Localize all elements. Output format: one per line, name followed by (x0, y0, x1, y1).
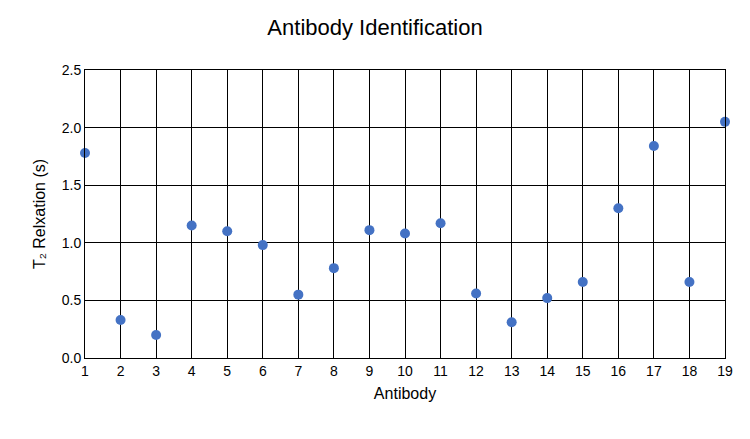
svg-text:7: 7 (294, 363, 302, 379)
svg-text:19: 19 (717, 363, 733, 379)
svg-text:16: 16 (611, 363, 627, 379)
svg-text:1: 1 (81, 363, 89, 379)
svg-text:17: 17 (646, 363, 662, 379)
svg-text:1.5: 1.5 (62, 177, 82, 193)
svg-text:Antibody: Antibody (374, 385, 436, 402)
svg-text:T₂ Relxation (s): T₂ Relxation (s) (31, 159, 48, 269)
svg-text:0.0: 0.0 (62, 350, 82, 366)
svg-text:0.5: 0.5 (62, 292, 82, 308)
svg-text:1.0: 1.0 (62, 235, 82, 251)
svg-text:15: 15 (575, 363, 591, 379)
svg-text:8: 8 (330, 363, 338, 379)
svg-text:2: 2 (117, 363, 125, 379)
svg-text:13: 13 (504, 363, 520, 379)
svg-text:6: 6 (259, 363, 267, 379)
svg-text:Antibody Identification: Antibody Identification (267, 15, 482, 40)
svg-text:4: 4 (188, 363, 196, 379)
svg-text:18: 18 (682, 363, 698, 379)
svg-text:14: 14 (539, 363, 555, 379)
svg-text:12: 12 (468, 363, 484, 379)
svg-text:3: 3 (152, 363, 160, 379)
svg-text:5: 5 (223, 363, 231, 379)
svg-text:11: 11 (433, 363, 448, 379)
svg-text:10: 10 (397, 363, 413, 379)
svg-text:2.5: 2.5 (62, 62, 82, 78)
svg-text:2.0: 2.0 (62, 120, 82, 136)
svg-text:9: 9 (366, 363, 374, 379)
